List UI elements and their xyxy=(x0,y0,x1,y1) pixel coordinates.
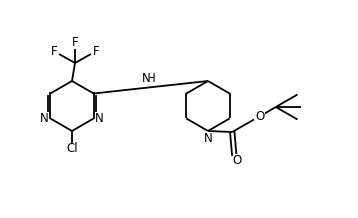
Text: O: O xyxy=(255,110,265,123)
Text: O: O xyxy=(233,153,242,167)
Text: H: H xyxy=(146,72,155,85)
Text: F: F xyxy=(51,44,57,58)
Text: N: N xyxy=(95,112,104,125)
Text: N: N xyxy=(40,112,49,125)
Text: Cl: Cl xyxy=(66,143,78,155)
Text: F: F xyxy=(72,36,78,48)
Text: F: F xyxy=(93,44,99,58)
Text: N: N xyxy=(204,131,212,145)
Text: N: N xyxy=(141,72,150,85)
